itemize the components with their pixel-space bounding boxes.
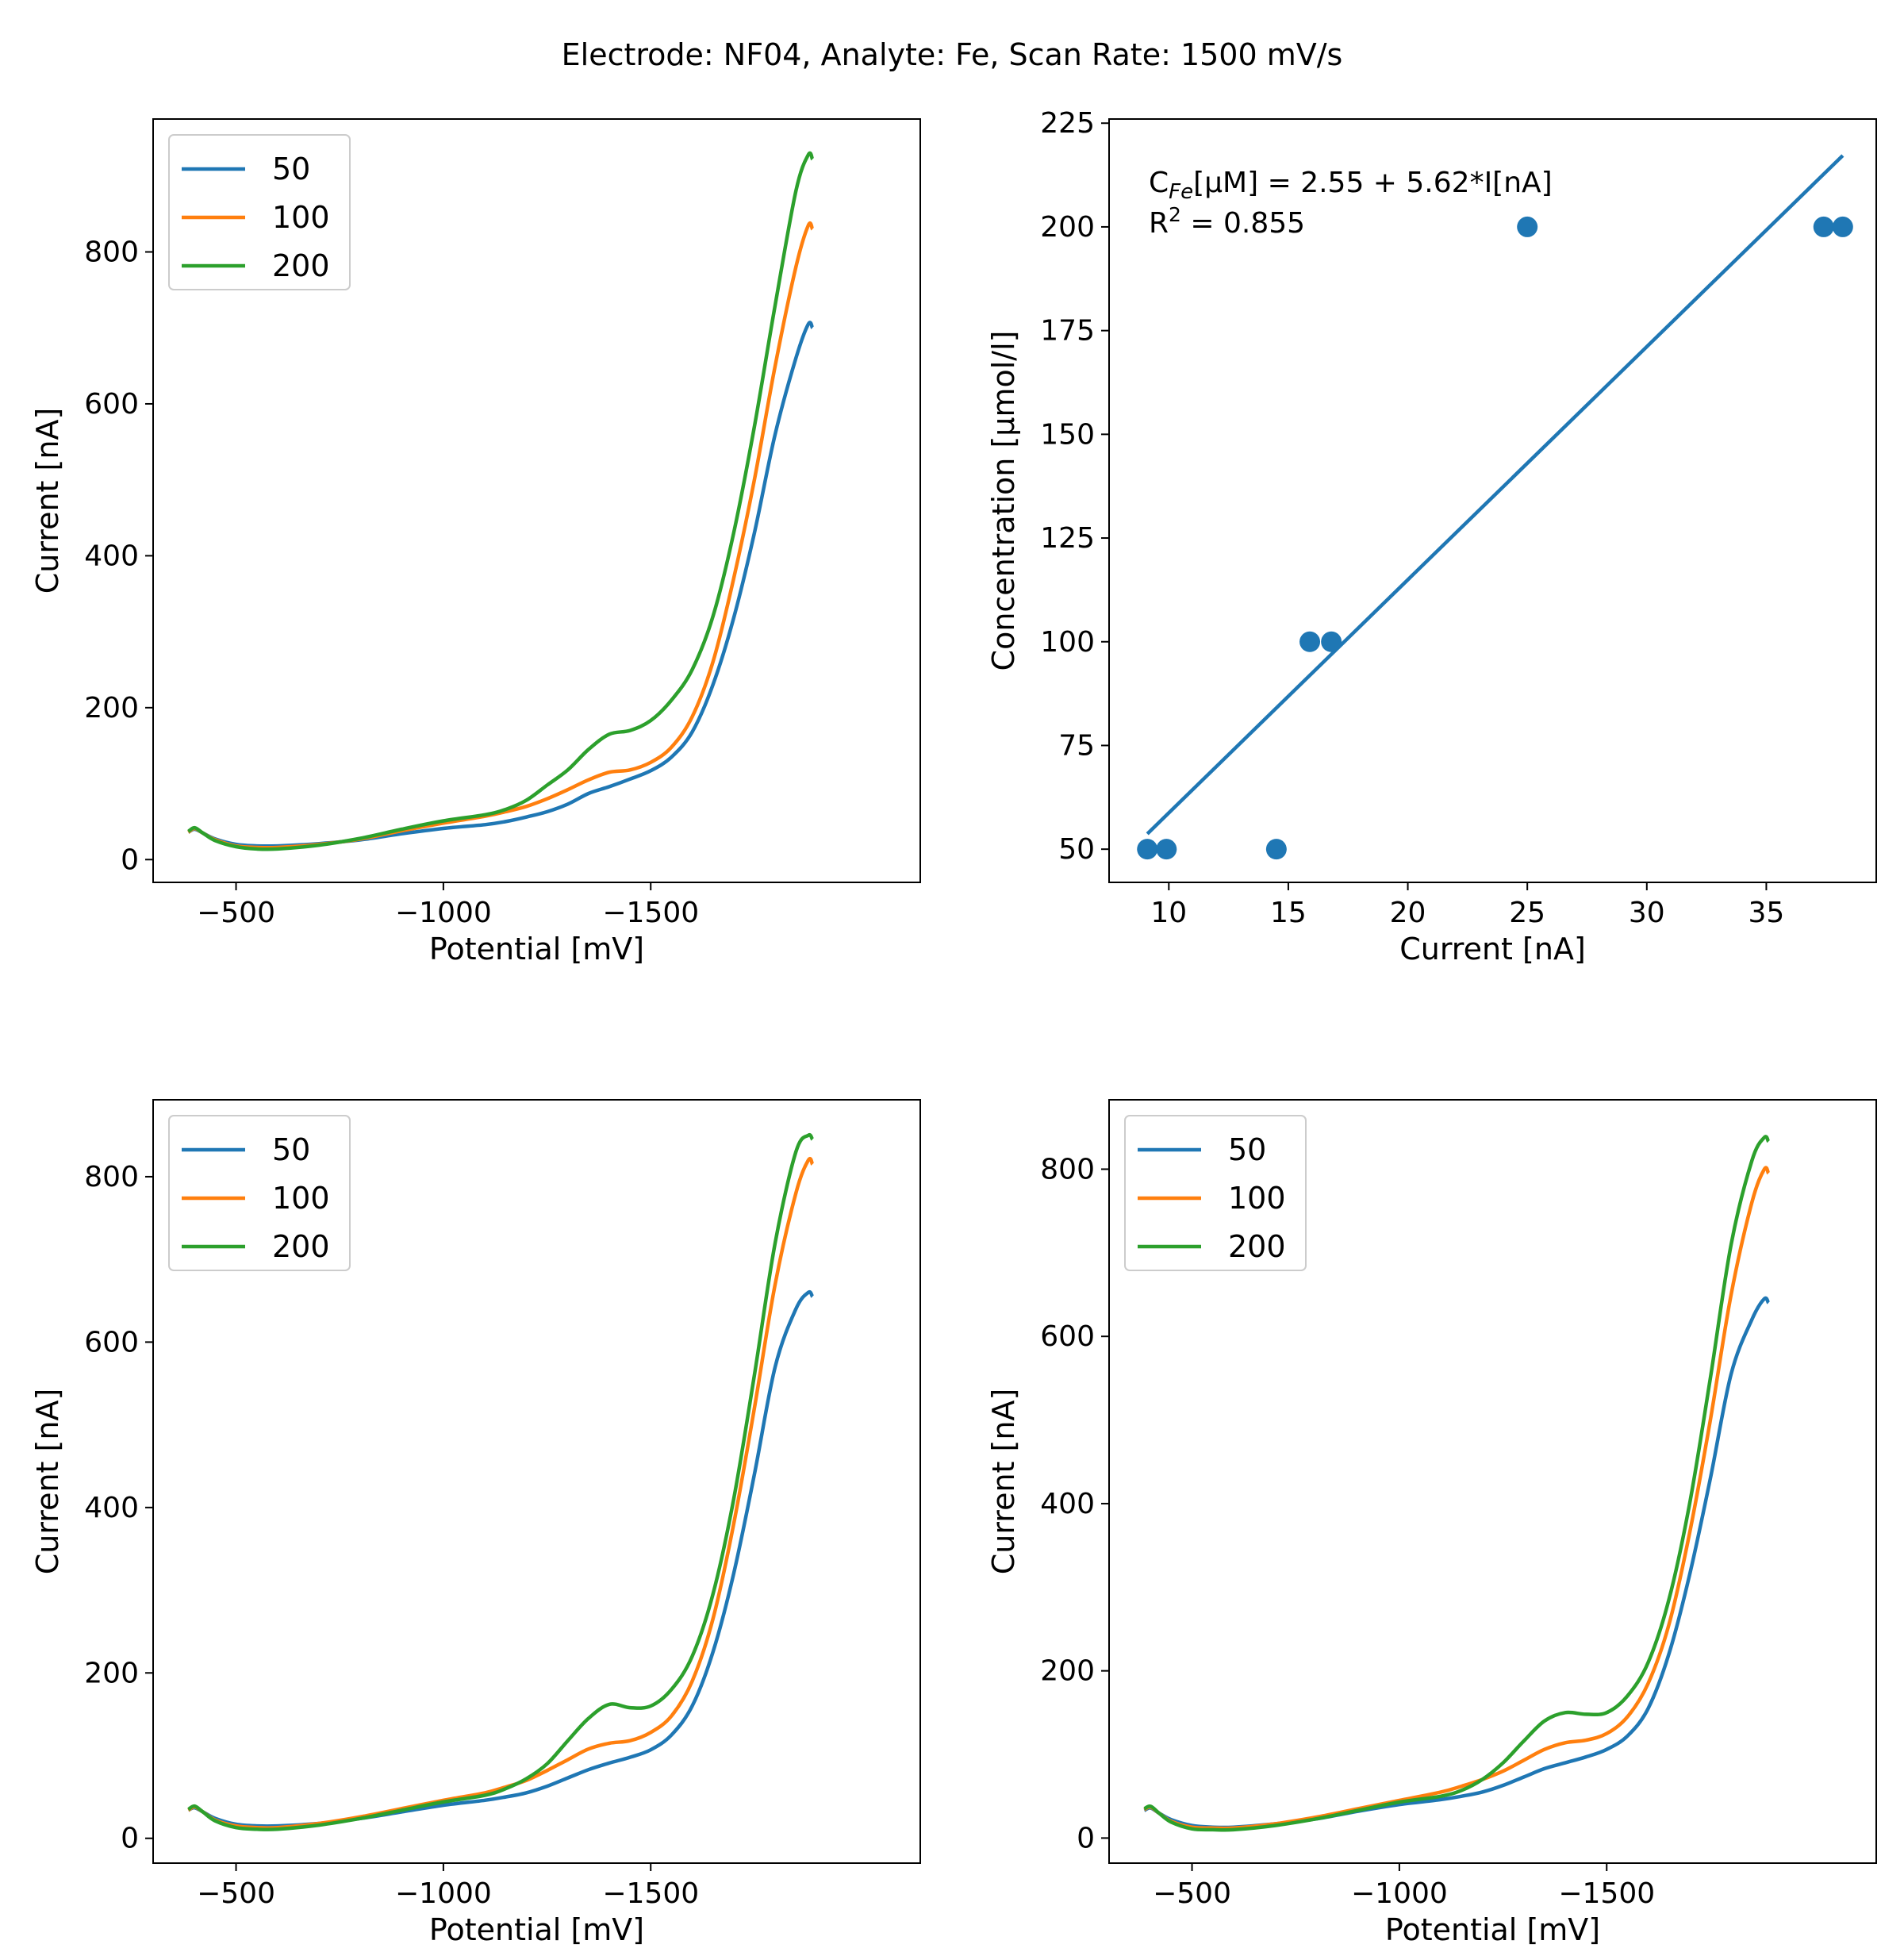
x-tick-label: −1000 [1351, 1877, 1448, 1910]
x-tick-label: 30 [1629, 897, 1665, 929]
figure-title: Electrode: NF04, Analyte: Fe, Scan Rate:… [562, 37, 1343, 72]
legend-box [168, 134, 351, 290]
series-line-200 [187, 1133, 815, 1831]
legend-label-100: 100 [272, 200, 330, 235]
y-tick-label: 400 [84, 540, 139, 572]
y-tick-label: 225 [1040, 107, 1095, 140]
x-axis-label: Current [nA] [1399, 932, 1586, 966]
legend-label-50: 50 [1228, 1132, 1266, 1167]
y-tick-label: 600 [1040, 1320, 1095, 1353]
subplot-3: −500 −1000 −1500 0 200 400 600 800 Potential [mV… [30, 1099, 921, 1947]
legend: 50 100 200 [168, 1115, 351, 1271]
plot-area [187, 151, 815, 851]
legend-label-50: 50 [272, 1132, 310, 1167]
legend: 50 100 200 [1124, 1115, 1307, 1271]
legend-label-100: 100 [1228, 1181, 1286, 1216]
legend: 50 100 200 [168, 134, 351, 290]
subplot-2: 10 15 20 25 30 35 50 75 100 125 150 175 200 225 Curren… [986, 107, 1877, 966]
y-tick-label: 0 [121, 843, 139, 876]
annotation-r-squared: R2 = 0.855 [1149, 203, 1305, 240]
x-tick-label: −1000 [395, 1877, 492, 1910]
data-point [1156, 839, 1177, 860]
subplot-4: −500 −1000 −1500 0 200 400 600 800 Potential [mV… [986, 1099, 1877, 1947]
x-tick-label: 10 [1150, 897, 1187, 929]
y-tick-label: 0 [1077, 1822, 1095, 1854]
subplot-1: −500 −1000 −1500 0 200 400 600 800 Potential [mV… [30, 118, 921, 966]
x-axis-label: Potential [mV] [429, 932, 644, 966]
plot-area [1143, 1135, 1771, 1832]
x-tick-label: −500 [197, 897, 275, 929]
y-tick-label: 200 [1040, 211, 1095, 244]
x-axis-label: Potential [mV] [429, 1912, 644, 1947]
y-tick-label: 175 [1040, 315, 1095, 348]
y-axis-label: Current [nA] [986, 1389, 1021, 1575]
legend-box [1124, 1115, 1307, 1271]
plot-area [187, 1133, 815, 1831]
y-tick-label: 200 [84, 692, 139, 724]
y-axis-label: Current [nA] [30, 1389, 65, 1575]
y-tick-label: 150 [1040, 418, 1095, 451]
y-tick-label: 125 [1040, 522, 1095, 555]
x-tick-label: 35 [1749, 897, 1785, 929]
y-tick-label: 100 [1040, 626, 1095, 659]
legend-label-200: 200 [272, 1229, 330, 1264]
axes-frame [152, 118, 921, 883]
x-tick-label: −1500 [602, 1877, 699, 1910]
series-line-200 [187, 151, 815, 851]
axes-frame [1108, 118, 1877, 883]
y-tick-label: 400 [1040, 1488, 1095, 1520]
x-axis-label: Potential [mV] [1385, 1912, 1600, 1947]
data-point [1832, 216, 1853, 237]
legend-label-200: 200 [1228, 1229, 1286, 1264]
x-tick-label: −1500 [602, 897, 699, 929]
x-tick-label: −1000 [395, 897, 492, 929]
y-tick-label: 0 [121, 1823, 139, 1855]
legend-label-50: 50 [272, 152, 310, 186]
plot-area [1137, 154, 1853, 860]
data-point [1517, 216, 1538, 237]
series-line-200 [1143, 1135, 1771, 1832]
y-tick-label: 600 [84, 388, 139, 421]
legend-label-200: 200 [272, 248, 330, 283]
y-tick-label: 200 [84, 1657, 139, 1689]
x-tick-label: 15 [1270, 897, 1307, 929]
y-axis-label: Concentration [µmol/l] [986, 331, 1021, 671]
y-tick-label: 800 [84, 1161, 139, 1193]
x-tick-label: 25 [1509, 897, 1545, 929]
annotation-equation: CFe[µM] = 2.55 + 5.62*I[nA] [1149, 167, 1553, 204]
y-tick-label: 800 [84, 236, 139, 269]
x-tick-label: 20 [1390, 897, 1426, 929]
legend-box [168, 1115, 351, 1271]
data-point [1137, 839, 1158, 860]
data-point [1265, 839, 1287, 860]
legend-label-100: 100 [272, 1181, 330, 1216]
axes-frame [1108, 1099, 1877, 1864]
y-tick-label: 400 [84, 1492, 139, 1524]
y-tick-label: 200 [1040, 1655, 1095, 1688]
y-tick-label: 800 [1040, 1153, 1095, 1185]
data-point [1813, 216, 1834, 237]
y-tick-label: 75 [1058, 729, 1095, 762]
fit-line [1146, 154, 1844, 836]
y-axis-label: Current [nA] [30, 408, 65, 594]
x-tick-label: −500 [1153, 1877, 1231, 1910]
y-tick-label: 50 [1058, 833, 1095, 866]
data-point [1321, 631, 1342, 652]
y-tick-label: 600 [84, 1326, 139, 1358]
x-tick-label: −500 [197, 1877, 275, 1910]
x-tick-label: −1500 [1558, 1877, 1655, 1910]
data-point [1299, 631, 1321, 652]
axes-frame [152, 1099, 921, 1864]
